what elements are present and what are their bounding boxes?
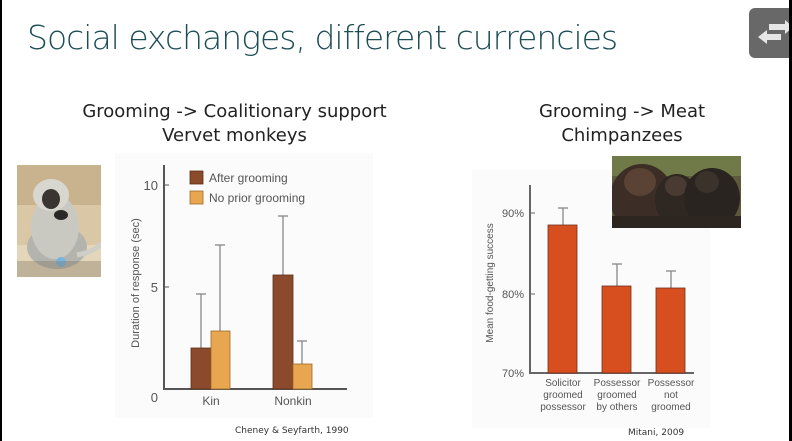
bar-kin-no-prior (210, 330, 231, 390)
legend-swatch-no-prior (189, 190, 204, 205)
legend-after-grooming: After grooming (209, 171, 288, 185)
right-heading-line1: Grooming -> Meat (538, 101, 706, 122)
left-heading-line2: Vervet monkeys (162, 125, 307, 146)
x-label-1-line2: groomed (543, 390, 582, 401)
legend-no-prior-grooming: No prior grooming (209, 191, 305, 205)
right-heading-line2: Chimpanzees (561, 125, 683, 146)
x-label-1-line3: possessor (540, 402, 586, 413)
swap-button[interactable] (749, 8, 792, 58)
x-label-kin: Kin (202, 394, 219, 408)
slide-title: Social exchanges, different currencies (27, 18, 618, 57)
bar-possessor-groomed-by-others (601, 285, 632, 374)
chimpanzees-grooming-photo (612, 156, 741, 228)
vervet-monkey-photo (17, 165, 101, 277)
left-heading: Grooming -> Coalitionary support Vervet … (62, 100, 407, 148)
y-axis-label: Mean food-getting success (485, 223, 496, 343)
left-chart: 10 5 0 Duration of response (sec) After … (130, 165, 347, 408)
legend-swatch-after (189, 170, 204, 185)
x-label-3-line2: not (664, 390, 678, 401)
y-axis-label: Duration of response (sec) (130, 218, 142, 348)
x-label-2-line3: by others (596, 402, 637, 413)
x-label-3-line1: Possessor (648, 378, 695, 389)
right-chart: 90% 80% 70% Mean food-getting success So… (485, 185, 695, 413)
y-tick-5: 5 (151, 280, 158, 295)
bar-nonkin-after (272, 274, 294, 390)
left-chart-panel (115, 153, 373, 418)
left-citation: Cheney & Seyfarth, 1990 (235, 426, 349, 436)
x-label-nonkin: Nonkin (274, 394, 311, 408)
x-label-1-line1: Solicitor (545, 378, 581, 389)
swap-arrows-icon (758, 20, 792, 44)
x-label-2-line2: groomed (597, 390, 636, 401)
y-tick-80: 80% (502, 289, 524, 301)
bar-solicitor-groomed-possessor (547, 224, 578, 374)
y-tick-70: 70% (502, 368, 524, 380)
window-edge (789, 0, 792, 441)
bar-possessor-not-groomed (655, 287, 686, 374)
bar-nonkin-no-prior (292, 363, 313, 390)
x-label-2-line1: Possessor (594, 378, 641, 389)
right-citation: Mitani, 2009 (628, 428, 685, 438)
y-tick-90: 90% (502, 208, 524, 220)
y-tick-10: 10 (144, 178, 158, 193)
y-tick-0: 0 (151, 390, 158, 405)
bar-kin-after (190, 347, 212, 390)
right-heading: Grooming -> Meat Chimpanzees (522, 100, 722, 148)
left-heading-line1: Grooming -> Coalitionary support (82, 101, 387, 122)
x-label-3-line3: groomed (651, 402, 690, 413)
